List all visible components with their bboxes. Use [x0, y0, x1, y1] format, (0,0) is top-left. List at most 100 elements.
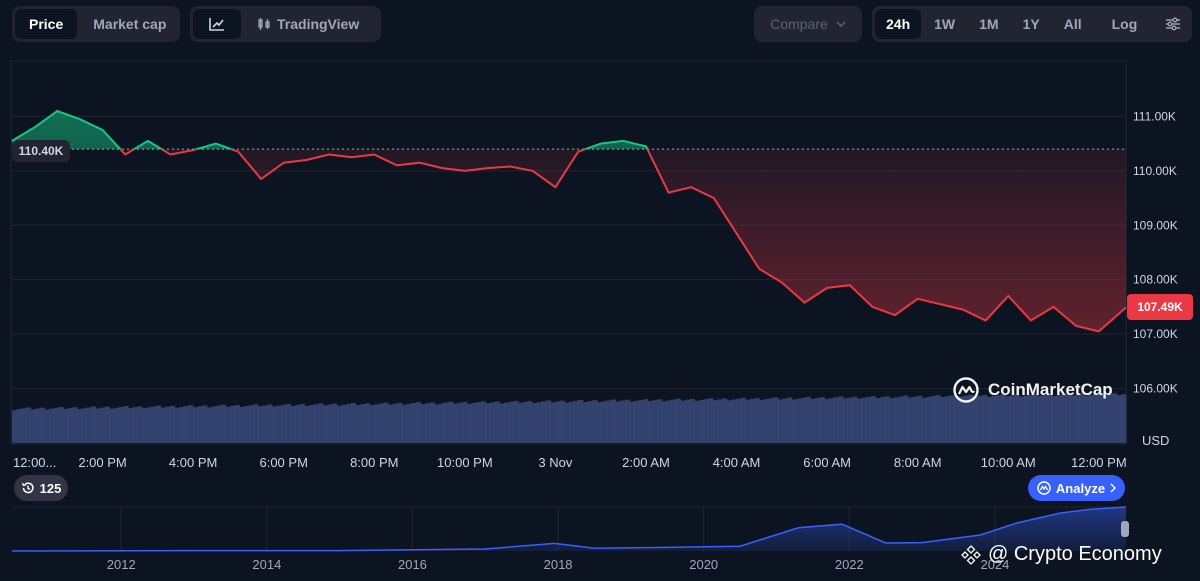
volume-bar: [141, 408, 148, 443]
volume-bar: [230, 405, 236, 443]
volume-bar: [1112, 393, 1118, 443]
volume-bar: [1121, 394, 1127, 443]
volume-bar: [610, 399, 616, 443]
volume-bar: [629, 401, 635, 443]
range-1m[interactable]: 1M: [979, 16, 999, 32]
credit-text: @ Crypto Economy: [988, 543, 1162, 565]
volume-bar: [443, 402, 449, 443]
settings-button[interactable]: [1156, 9, 1190, 39]
current-price-tag: 107.49K: [1127, 294, 1193, 320]
volume-bar: [777, 399, 784, 443]
volume-bar: [109, 408, 115, 443]
volume-bar: [801, 397, 807, 443]
volume-bar: [531, 403, 538, 443]
volume-bar: [146, 407, 152, 443]
volume-bar: [132, 407, 138, 443]
navigator-tick-label: 2016: [398, 557, 427, 572]
volume-bar: [954, 397, 960, 443]
volume-bar: [123, 406, 129, 443]
range-24h[interactable]: 24h: [875, 9, 922, 39]
volume-bar: [828, 398, 835, 443]
volume-bar: [824, 399, 830, 443]
navigator-area: [12, 507, 1126, 551]
history-badge[interactable]: 125: [14, 475, 68, 501]
y-axis: 106.00K 107.00K 108.00K 109.00K 110.00K 111.0…: [1133, 109, 1178, 395]
volume-bar: [875, 397, 881, 443]
compare-dropdown[interactable]: Compare: [754, 6, 862, 42]
volume-bar: [397, 402, 403, 443]
binance-logo-icon: [958, 544, 984, 566]
line-chart-button[interactable]: [193, 9, 241, 39]
volume-bar: [114, 407, 120, 443]
analyze-button[interactable]: Analyze: [1028, 475, 1125, 501]
volume-bar: [1079, 393, 1085, 443]
volume-bar: [49, 408, 55, 443]
volume-bar: [155, 405, 162, 443]
volume-bar: [1061, 394, 1067, 443]
volume-bar: [615, 401, 621, 443]
x-tick-label: 8:00 PM: [350, 455, 398, 470]
volume-bar: [383, 402, 389, 443]
navigator-tick-label: 2024: [980, 557, 1009, 572]
gain-area: [12, 111, 648, 150]
volume-bar: [685, 399, 691, 443]
volume-bar: [633, 400, 640, 443]
range-all[interactable]: All: [1063, 16, 1082, 32]
x-axis: 12:00... 2:00 PM 4:00 PM 6:00 PM 8:00 PM 10:0…: [13, 455, 1127, 470]
range-1y[interactable]: 1Y: [1022, 16, 1040, 32]
volume-bar: [434, 404, 440, 443]
history-navigator[interactable]: 2012 2014 2016 2018 2020 2022 2024: [11, 506, 1129, 572]
volume-bar: [1028, 394, 1034, 443]
volume-bar: [1000, 394, 1006, 443]
compare-button[interactable]: Compare: [757, 9, 859, 39]
volume-bar: [972, 396, 978, 443]
volume-bar: [555, 401, 561, 443]
volume-bar: [211, 406, 217, 443]
range-1w[interactable]: 1W: [934, 16, 956, 32]
volume-bar: [522, 401, 528, 443]
volume-bar: [174, 407, 180, 443]
volume-bar: [731, 399, 737, 443]
volume-bar: [313, 404, 319, 443]
volume-bar: [884, 396, 890, 443]
volume-bar: [406, 403, 412, 443]
volume-bar: [480, 401, 486, 443]
navigator-tick-label: 2022: [835, 557, 864, 572]
volume-bar: [745, 399, 751, 443]
metric-toggle: Price Market cap: [12, 6, 180, 42]
tradingview-button[interactable]: TradingView: [243, 9, 373, 39]
volume-bar: [838, 396, 844, 443]
volume-bar: [606, 400, 612, 443]
volume-bar: [1051, 396, 1057, 443]
volume-bar: [708, 398, 714, 443]
marketcap-tab[interactable]: Market cap: [93, 16, 167, 32]
volume-bar: [490, 402, 496, 443]
volume-bar: [448, 401, 454, 443]
volume-bar: [666, 400, 672, 443]
navigator-handle[interactable]: [1121, 521, 1129, 537]
volume-bar: [1056, 395, 1062, 443]
volume-bar: [197, 406, 203, 443]
volume-bar: [991, 396, 997, 443]
chart-toolbar: Price Market cap TradingView Compare 24h…: [0, 6, 1200, 42]
volume-bar: [773, 397, 779, 443]
volume-bar: [44, 409, 50, 443]
volume-bar: [917, 395, 923, 443]
chevron-down-icon: [836, 21, 846, 27]
y-tick-label: 108.00K: [1133, 273, 1178, 287]
volume-bar: [564, 402, 570, 443]
volume-bar: [35, 408, 41, 443]
price-tab[interactable]: Price: [15, 9, 78, 39]
volume-bar: [234, 405, 240, 443]
volume-bar: [726, 400, 732, 443]
volume-bar: [239, 406, 245, 443]
volume-bar: [225, 406, 231, 443]
volume-bar: [128, 408, 134, 443]
volume-bar: [100, 407, 106, 443]
volume-bar: [179, 406, 185, 443]
navigator-tick-label: 2014: [252, 557, 281, 572]
log-scale-button[interactable]: Log: [1111, 16, 1138, 32]
x-tick-label: 4:00 AM: [713, 455, 761, 470]
volume-bar: [652, 400, 658, 443]
